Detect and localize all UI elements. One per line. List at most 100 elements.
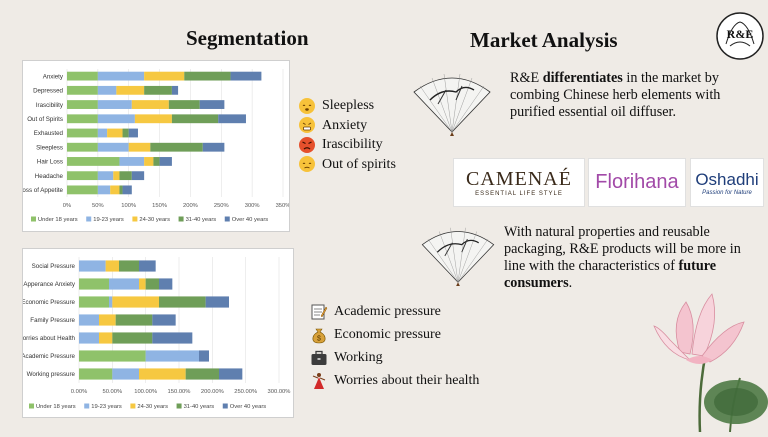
para1-lead: R&E: [510, 70, 543, 86]
bar-segment: [144, 157, 154, 166]
bar-segment: [109, 296, 113, 308]
oshadhi-name: Oshadhi: [695, 169, 759, 189]
para1-bold: differentiates: [542, 70, 623, 86]
brand-logo: R&E: [714, 10, 766, 62]
x-tick-label: 150.00%: [168, 389, 191, 395]
legend-label: Working: [334, 349, 383, 365]
category-label: Working pressure: [27, 371, 76, 378]
category-label: Apperance Anxiety: [23, 281, 76, 288]
x-tick-label: 50%: [92, 203, 104, 209]
bar-segment: [128, 142, 151, 152]
bar-segment: [97, 114, 135, 124]
legend-entry: 24-30 years: [139, 217, 170, 223]
bar-segment: [145, 278, 159, 290]
bar-segment: [131, 171, 145, 181]
florihana-name: Florihana: [595, 171, 679, 193]
category-label: Depressed: [33, 88, 63, 95]
category-label: Social Pressure: [32, 263, 76, 270]
legend-item-working: Working: [310, 346, 479, 369]
bar-segment: [171, 114, 219, 124]
category-label: Economic Pressure: [23, 299, 76, 306]
memo-icon: [310, 303, 328, 321]
bar-segment: [159, 157, 172, 166]
bar-segment: [112, 332, 153, 344]
bar-segment: [79, 368, 113, 380]
bar-segment: [153, 157, 160, 166]
bar-segment: [112, 296, 159, 308]
bar-segment: [79, 296, 109, 308]
bar-segment: [113, 171, 120, 181]
bar-segment: [99, 314, 116, 326]
differentiation-paragraph: R&E differentiates in the market by comb…: [510, 70, 762, 121]
bar-segment: [144, 71, 185, 81]
pressures-chart-panel: 0.00% 50.00% 100.00% 150.00% 200.00% 250.00% 3…: [17, 248, 294, 418]
bar-segment: [202, 142, 225, 152]
bar-segment: [79, 260, 106, 272]
segmentation-heading: Segmentation: [186, 26, 309, 50]
bar-segment: [109, 278, 139, 290]
bar-segment: [67, 71, 98, 81]
legend-item-irascibility: Irascibility: [298, 135, 396, 155]
bar-segment: [119, 171, 132, 181]
bar-segment: [79, 278, 109, 290]
x-tick-label: 100%: [121, 203, 136, 209]
bar-segment: [144, 85, 172, 95]
legend-item-anxiety: Anxiety: [298, 116, 396, 136]
legend-item-worries-health: Worries about their health: [310, 369, 479, 392]
legend-swatch: [178, 216, 184, 222]
dancer-icon: [310, 372, 328, 390]
legend-entry: Under 18 years: [38, 217, 78, 223]
category-label: Anxiety: [43, 73, 64, 80]
bar-segment: [134, 114, 172, 124]
briefcase-icon: [310, 349, 328, 367]
category-label: Family Pressure: [30, 317, 75, 324]
para2-bold: future consumers: [504, 258, 717, 291]
x-tick-label: 250%: [214, 203, 229, 209]
bar-segment: [152, 332, 193, 344]
market-analysis-heading: Market Analysis: [470, 28, 618, 52]
legend-entry: 19-23 years: [93, 217, 124, 223]
pressure-legend: Academic pressure $ Economic pressure Wo…: [310, 300, 479, 392]
bar-segment: [184, 71, 231, 81]
bar-segment: [119, 185, 123, 195]
bar-segment: [79, 332, 99, 344]
legend-entry: 31-40 years: [186, 217, 217, 223]
camenae-name: CAMENAÉ: [466, 168, 572, 190]
bar-segment: [67, 171, 98, 181]
para1-rest: in the market by combing Chinese herb el…: [510, 70, 721, 120]
bar-segment: [139, 368, 186, 380]
bar-segment: [67, 157, 120, 166]
bar-segment: [230, 71, 262, 81]
category-label: Worries about Health: [23, 335, 76, 342]
legend-label: Sleepless: [322, 98, 375, 114]
bar-segment: [79, 314, 99, 326]
x-tick-label: 300%: [245, 203, 260, 209]
legend-swatch: [222, 403, 228, 409]
anxious-face-icon: [298, 116, 316, 134]
legend-entry: 24-30 years: [137, 404, 168, 410]
bar-segment: [152, 314, 176, 326]
category-label: Hair Loss: [37, 159, 63, 166]
x-tick-label: 0.00%: [71, 389, 87, 395]
x-tick-label: 0%: [63, 203, 71, 209]
category-label: Headache: [35, 173, 64, 180]
legend-swatch: [132, 216, 138, 222]
x-tick-label: 100.00%: [134, 389, 157, 395]
legend-entry: 19-23 years: [91, 404, 122, 410]
legend-entry: 31-40 years: [184, 404, 215, 410]
bar-segment: [199, 100, 225, 109]
camenae-logo: CAMENAÉ ESSENTIAL LIFE STYLE: [453, 158, 585, 207]
bar-segment: [168, 100, 200, 109]
money-bag-icon: $: [310, 326, 328, 344]
oshadhi-logo: Oshadhi Passion for Nature: [690, 158, 764, 207]
x-tick-label: 50.00%: [102, 389, 122, 395]
legend-swatch: [130, 403, 136, 409]
legend-label: Irascibility: [322, 137, 383, 153]
x-tick-label: 350%: [276, 203, 289, 209]
legend-swatch: [176, 403, 182, 409]
bar-segment: [128, 128, 138, 138]
para2-rest: .: [568, 275, 573, 291]
bar-segment: [219, 368, 243, 380]
legend-item-economic-pressure: $ Economic pressure: [310, 323, 479, 346]
legend-item-academic-pressure: Academic pressure: [310, 300, 479, 323]
